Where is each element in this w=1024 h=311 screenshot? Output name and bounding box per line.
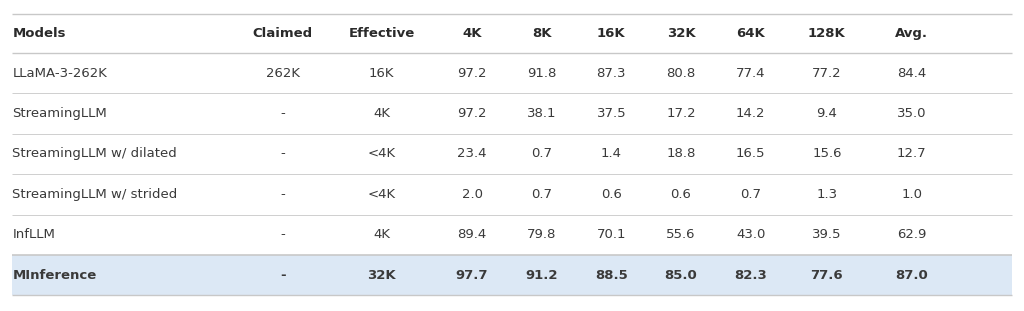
Text: 0.6: 0.6 xyxy=(671,188,691,201)
Text: StreamingLLM w/ strided: StreamingLLM w/ strided xyxy=(12,188,177,201)
Text: 4K: 4K xyxy=(373,107,390,120)
Text: <4K: <4K xyxy=(368,188,395,201)
Text: LLaMA-3-262K: LLaMA-3-262K xyxy=(12,67,108,80)
Text: 55.6: 55.6 xyxy=(667,228,695,241)
Text: Models: Models xyxy=(12,27,66,40)
Text: 77.2: 77.2 xyxy=(812,67,842,80)
Text: 1.4: 1.4 xyxy=(601,147,622,160)
Text: 43.0: 43.0 xyxy=(736,228,765,241)
Text: 262K: 262K xyxy=(265,67,300,80)
Text: 17.2: 17.2 xyxy=(667,107,695,120)
Text: -: - xyxy=(281,188,285,201)
Text: 35.0: 35.0 xyxy=(897,107,927,120)
Text: 12.7: 12.7 xyxy=(897,147,927,160)
Text: Claimed: Claimed xyxy=(253,27,312,40)
Text: 32K: 32K xyxy=(368,269,395,282)
Text: 128K: 128K xyxy=(808,27,846,40)
Text: 91.2: 91.2 xyxy=(525,269,558,282)
Text: 37.5: 37.5 xyxy=(597,107,626,120)
Text: 9.4: 9.4 xyxy=(816,107,838,120)
Text: 4K: 4K xyxy=(373,228,390,241)
Text: 18.8: 18.8 xyxy=(667,147,695,160)
Text: 1.0: 1.0 xyxy=(901,188,923,201)
Text: 4K: 4K xyxy=(462,27,482,40)
Text: Effective: Effective xyxy=(348,27,415,40)
Text: 97.2: 97.2 xyxy=(458,107,486,120)
Text: -: - xyxy=(281,147,285,160)
Text: Avg.: Avg. xyxy=(895,27,929,40)
Text: 88.5: 88.5 xyxy=(595,269,628,282)
Text: 64K: 64K xyxy=(736,27,765,40)
Text: 70.1: 70.1 xyxy=(597,228,626,241)
Text: 0.7: 0.7 xyxy=(531,188,552,201)
Text: 0.6: 0.6 xyxy=(601,188,622,201)
Text: 32K: 32K xyxy=(667,27,695,40)
Text: 97.2: 97.2 xyxy=(458,67,486,80)
Text: 82.3: 82.3 xyxy=(734,269,767,282)
Text: 77.4: 77.4 xyxy=(736,67,765,80)
Text: 1.3: 1.3 xyxy=(816,188,838,201)
Text: 97.7: 97.7 xyxy=(456,269,488,282)
Text: StreamingLLM w/ dilated: StreamingLLM w/ dilated xyxy=(12,147,177,160)
Text: -: - xyxy=(280,269,286,282)
Text: 16K: 16K xyxy=(369,67,394,80)
Text: -: - xyxy=(281,228,285,241)
Text: 77.6: 77.6 xyxy=(811,269,843,282)
Text: 16K: 16K xyxy=(597,27,626,40)
Text: 2.0: 2.0 xyxy=(462,188,482,201)
Bar xyxy=(12,255,1012,295)
Text: InfLLM: InfLLM xyxy=(12,228,55,241)
Text: MInference: MInference xyxy=(12,269,96,282)
Text: 0.7: 0.7 xyxy=(740,188,761,201)
Text: 87.3: 87.3 xyxy=(597,67,626,80)
Text: 62.9: 62.9 xyxy=(897,228,927,241)
Text: -: - xyxy=(281,107,285,120)
Text: 80.8: 80.8 xyxy=(667,67,695,80)
Text: 15.6: 15.6 xyxy=(812,147,842,160)
Text: 14.2: 14.2 xyxy=(736,107,765,120)
Text: 39.5: 39.5 xyxy=(812,228,842,241)
Text: 87.0: 87.0 xyxy=(896,269,928,282)
Text: 8K: 8K xyxy=(531,27,552,40)
Text: 85.0: 85.0 xyxy=(665,269,697,282)
Text: StreamingLLM: StreamingLLM xyxy=(12,107,108,120)
Text: 16.5: 16.5 xyxy=(736,147,765,160)
Text: 23.4: 23.4 xyxy=(458,147,486,160)
Text: 91.8: 91.8 xyxy=(527,67,556,80)
Text: <4K: <4K xyxy=(368,147,395,160)
Text: 84.4: 84.4 xyxy=(897,67,927,80)
Text: 38.1: 38.1 xyxy=(527,107,556,120)
Text: 79.8: 79.8 xyxy=(527,228,556,241)
Text: 0.7: 0.7 xyxy=(531,147,552,160)
Text: 89.4: 89.4 xyxy=(458,228,486,241)
